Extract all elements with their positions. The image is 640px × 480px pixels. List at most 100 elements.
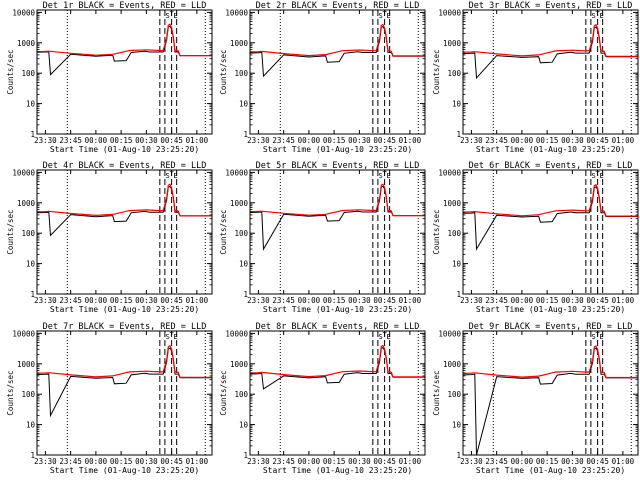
y-tick-label: 10	[452, 100, 462, 109]
y-tick-label: 10000	[12, 168, 35, 177]
x-tick-label: 00:15	[536, 457, 559, 466]
y-tick-label: 1	[243, 290, 248, 299]
y-tick-label: 10	[452, 260, 462, 269]
y-tick-label: 100	[234, 390, 248, 399]
x-tick-label: 00:15	[110, 296, 133, 305]
detector-panel-3: Det 3r BLACK = Events, RED = LLDSTE11010…	[432, 1, 639, 154]
x-tick-label: 23:45	[272, 457, 295, 466]
x-tick-label: 00:30	[135, 136, 158, 145]
marker-label: E	[387, 333, 391, 341]
x-tick-label: 00:00	[298, 457, 321, 466]
y-tick-label: 1	[456, 130, 461, 139]
series-events-line	[462, 26, 638, 80]
x-axis-label: Start Time (01-Aug-10 23:25:20)	[476, 145, 625, 154]
x-tick-label: 23:45	[485, 136, 508, 145]
y-tick-label: 1	[243, 130, 248, 139]
x-tick-label: 00:45	[373, 457, 396, 466]
series-lld-line	[36, 344, 212, 378]
x-tick-label: 01:00	[612, 136, 635, 145]
plot-frame	[462, 9, 639, 135]
panel-title: Det 5r BLACK = Events, RED = LLD	[256, 161, 420, 171]
marker-label: S	[379, 12, 383, 20]
panel-title: Det 1r BLACK = Events, RED = LLD	[43, 1, 207, 11]
y-axis-label: Counts/sec	[219, 209, 228, 254]
x-tick-label: 00:15	[536, 296, 559, 305]
y-tick-label: 1000	[230, 39, 249, 48]
plot-frame	[36, 9, 213, 135]
y-tick-label: 100	[21, 69, 35, 78]
y-tick-label: 1	[243, 451, 248, 460]
x-tick-label: 00:00	[511, 457, 534, 466]
y-tick-label: 100	[21, 390, 35, 399]
series-lld-line	[249, 23, 425, 57]
y-axis-label: Counts/sec	[432, 209, 441, 254]
series-events-line	[462, 186, 638, 251]
marker-label: E	[600, 172, 604, 180]
y-tick-label: 10000	[225, 8, 248, 17]
x-tick-label: 23:30	[34, 296, 57, 305]
y-tick-label: 1000	[17, 360, 36, 369]
y-tick-label: 1000	[443, 39, 462, 48]
x-tick-label: 00:45	[373, 136, 396, 145]
x-axis-label: Start Time (01-Aug-10 23:25:20)	[263, 145, 412, 154]
plot-frame	[462, 330, 639, 456]
x-axis-label: Start Time (01-Aug-10 23:25:20)	[50, 466, 199, 475]
y-tick-label: 10000	[225, 329, 248, 338]
detector-panel-7: Det 7r BLACK = Events, RED = LLDSTE11010…	[6, 322, 213, 475]
x-tick-label: 00:45	[373, 296, 396, 305]
x-tick-label: 00:00	[85, 457, 108, 466]
x-tick-label: 23:30	[460, 136, 483, 145]
x-tick-label: 00:30	[135, 296, 158, 305]
x-tick-label: 23:45	[272, 296, 295, 305]
detector-panel-9: Det 9r BLACK = Events, RED = LLDSTE11010…	[432, 322, 639, 475]
y-axis-label: Counts/sec	[432, 370, 441, 415]
plot-frame	[36, 330, 213, 456]
y-tick-label: 1	[30, 130, 35, 139]
y-tick-label: 1	[30, 451, 35, 460]
x-axis-label: Start Time (01-Aug-10 23:25:20)	[263, 466, 412, 475]
x-tick-label: 23:30	[34, 136, 57, 145]
x-tick-label: 01:00	[612, 296, 635, 305]
y-axis-label: Counts/sec	[6, 49, 15, 94]
y-axis-label: Counts/sec	[219, 49, 228, 94]
detector-panel-6: Det 6r BLACK = Events, RED = LLDSTE11010…	[432, 161, 639, 314]
detector-panel-8: Det 8r BLACK = Events, RED = LLDSTE11010…	[219, 322, 426, 475]
x-tick-label: 23:45	[59, 296, 82, 305]
x-tick-label: 00:45	[160, 457, 183, 466]
x-tick-label: 01:00	[186, 296, 209, 305]
panel-title: Det 7r BLACK = Events, RED = LLD	[43, 322, 207, 332]
y-tick-label: 10	[452, 421, 462, 430]
x-tick-label: 00:45	[586, 296, 609, 305]
y-tick-label: 100	[21, 229, 35, 238]
x-tick-label: 01:00	[186, 136, 209, 145]
x-tick-label: 00:15	[536, 136, 559, 145]
x-tick-label: 00:15	[110, 136, 133, 145]
panel-title: Det 6r BLACK = Events, RED = LLD	[469, 161, 633, 171]
panel-title: Det 9r BLACK = Events, RED = LLD	[469, 322, 633, 332]
x-tick-label: 23:45	[272, 136, 295, 145]
series-lld-line	[462, 23, 638, 57]
x-tick-label: 00:45	[160, 136, 183, 145]
y-axis-label: Counts/sec	[219, 370, 228, 415]
series-lld-line	[462, 183, 638, 217]
marker-label: E	[600, 12, 604, 20]
y-tick-label: 100	[447, 229, 461, 238]
series-events-line	[249, 346, 425, 390]
x-axis-label: Start Time (01-Aug-10 23:25:20)	[263, 305, 412, 314]
detector-panel-5: Det 5r BLACK = Events, RED = LLDSTE11010…	[219, 161, 426, 314]
marker-label: E	[387, 12, 391, 20]
x-tick-label: 00:30	[348, 296, 371, 305]
panel-title: Det 2r BLACK = Events, RED = LLD	[256, 1, 420, 11]
series-lld-line	[249, 344, 425, 378]
x-tick-label: 01:00	[399, 457, 422, 466]
y-tick-label: 1000	[230, 360, 249, 369]
marker-label: S	[592, 172, 596, 180]
x-tick-label: 00:45	[160, 296, 183, 305]
y-tick-label: 10000	[12, 329, 35, 338]
plot-frame	[36, 169, 213, 295]
x-tick-label: 00:15	[323, 457, 346, 466]
x-tick-label: 00:30	[348, 457, 371, 466]
y-tick-label: 10	[26, 260, 36, 269]
marker-label: S	[592, 12, 596, 20]
